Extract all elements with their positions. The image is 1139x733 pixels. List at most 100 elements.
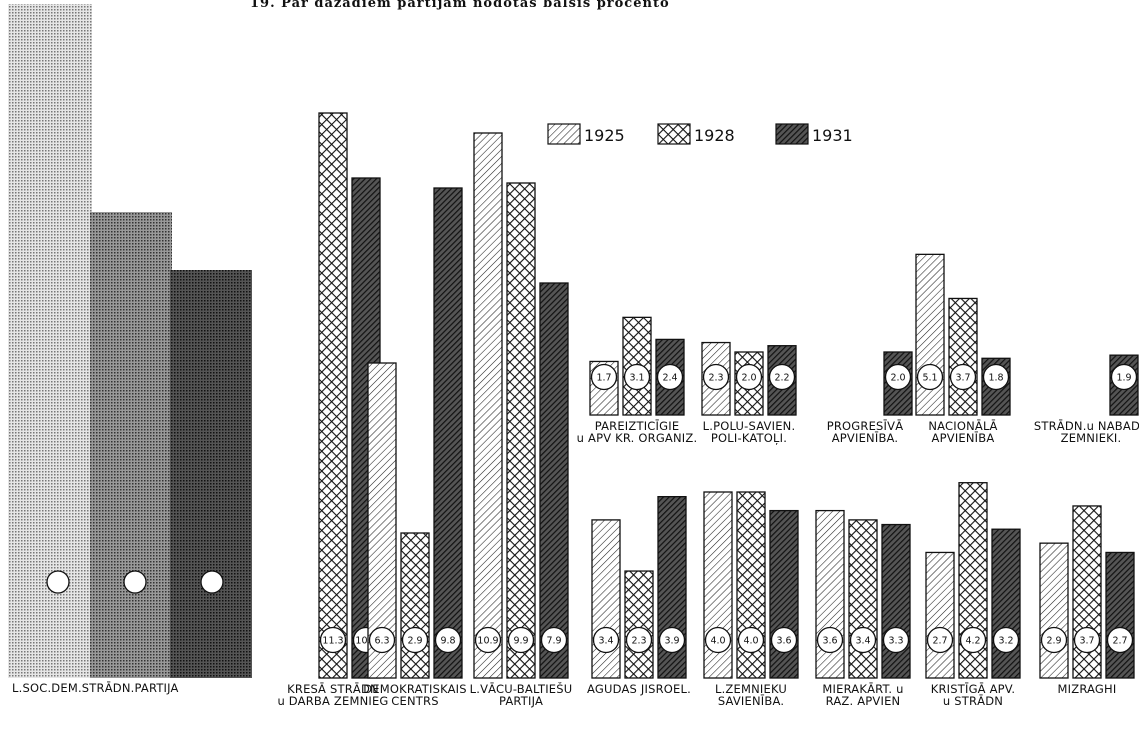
value-label-demokratiskais-centrs-1931: 9.8 [440, 636, 455, 647]
value-circle-mizraghi-1925 [1040, 626, 1068, 654]
bar-demokratiskais-centrs-1925 [367, 362, 397, 679]
value-circle-kristiga-1928 [959, 626, 987, 654]
bar-vacu-baltieju-1928 [506, 182, 536, 679]
value-label-nacionala-1928: 3.7 [955, 373, 970, 384]
value-label-poli-katoli-1925: 2.3 [708, 373, 723, 384]
partial-left-value-circle [46, 570, 70, 594]
category-label-nacionala: APVIENĪBA [932, 431, 995, 445]
value-label-kristiga-1928: 4.2 [965, 636, 980, 647]
value-circle-vacu-baltieju-1928 [507, 626, 535, 654]
bar-kresa-stradn-1928 [318, 112, 348, 679]
value-circle-mierakart-1931 [882, 626, 910, 654]
category-label-vacu-baltieju: PARTIJA [499, 694, 543, 708]
category-label-poli-katoli: POLI-KATOĻI. [711, 431, 787, 445]
value-label-nacionala-1931: 1.8 [988, 373, 1003, 384]
value-circle-demokratiskais-centrs-1931 [434, 626, 462, 654]
value-circle-poli-katoli-1928 [735, 363, 763, 391]
value-label-vacu-baltieju-1925: 10.9 [477, 636, 498, 647]
value-circle-aguda-1925 [592, 626, 620, 654]
category-label-demokratiskais-centrs: CENTRS [391, 694, 438, 708]
value-circle-zemnieku-savieniba-1931 [770, 626, 798, 654]
value-label-aguda-1928: 2.3 [631, 636, 646, 647]
category-label-progresiva: APVIENĪBA. [832, 431, 899, 445]
category-label-stradn-nabadz: ZEMNIEKI. [1061, 431, 1122, 445]
category-label-nacionala: NACIONĀLĀ [928, 419, 997, 433]
value-label-nacionala-1925: 5.1 [922, 373, 937, 384]
category-label-zemnieku-savieniba: SAVIENĪBA. [718, 694, 784, 708]
value-circle-mierakart-1925 [816, 626, 844, 654]
value-label-demokratiskais-centrs-1925: 6.3 [374, 636, 389, 647]
value-label-mizraghi-1925: 2.9 [1046, 636, 1061, 647]
partial-left-group: L.SOC.DEM.STRĀDN.PARTIJA [8, 4, 252, 695]
value-circle-mierakart-1928 [849, 626, 877, 654]
value-label-mierakart-1925: 3.6 [822, 636, 837, 647]
legend-label-1928: 1928 [694, 126, 735, 145]
value-circle-progresiva-1931 [884, 363, 912, 391]
value-circle-aguda-1928 [625, 626, 653, 654]
value-circle-poli-katoli-1925 [702, 363, 730, 391]
partial-left-bar-1931 [170, 270, 252, 678]
value-label-kresa-stradn-1931: 10.0 [355, 636, 376, 647]
category-label-demokratiskais-centrs: DEMOKRATISKAIS [363, 682, 467, 696]
bar-group-aguda: 3.4 2.3 3.9 AGUDAS JISROEL. [587, 495, 691, 696]
value-circle-pareiztic-1928 [623, 363, 651, 391]
category-label-kresa-stradn: u DARBA ZEMNIEG [277, 694, 388, 708]
value-label-aguda-1931: 3.9 [664, 636, 679, 647]
partial-left-bar-1925 [8, 4, 92, 678]
bar-mizraghi-1925 [1039, 542, 1069, 679]
value-circle-pareiztic-1925 [590, 363, 618, 391]
value-label-poli-katoli-1928: 2.0 [741, 373, 756, 384]
value-circle-nacionala-1931 [982, 363, 1010, 391]
category-label-kristiga: u STRĀDN [943, 694, 1003, 708]
value-circle-zemnieku-savieniba-1925 [704, 626, 732, 654]
bar-mierakart-1931 [881, 523, 911, 679]
partial-left-label: L.SOC.DEM.STRĀDN.PARTIJA [12, 681, 179, 695]
bar-group-poli-katoli: 2.3 2.0 2.2 L.POLU-SAVIEN.POLI-KATOĻI. [701, 341, 797, 445]
category-label-mierakart: RAZ. APVIEN [826, 694, 901, 708]
category-label-pareiztic: u APV KR. ORGANIZ. [577, 431, 698, 445]
value-label-pareiztic-1925: 1.7 [596, 373, 611, 384]
partial-left-value-circle [200, 570, 224, 594]
value-label-pareiztic-1928: 3.1 [629, 373, 644, 384]
bar-demokratiskais-centrs-1931 [433, 187, 463, 679]
bar-kristiga-1925 [925, 551, 955, 679]
category-label-pareiztic: PAREIZTICĪGIE [595, 419, 680, 433]
category-label-progresiva: PROGRESĪVĀ [827, 419, 904, 433]
value-label-vacu-baltieju-1931: 7.9 [546, 636, 561, 647]
bar-vacu-baltieju-1931 [539, 282, 569, 679]
value-circle-mizraghi-1931 [1106, 626, 1134, 654]
bar-group-mizraghi: 2.9 3.7 2.7 MIZRAGHI [1039, 505, 1135, 696]
value-label-kristiga-1931: 3.2 [998, 636, 1013, 647]
bar-demokratiskais-centrs-1928 [400, 532, 430, 679]
legend-swatch-1928 [657, 123, 691, 145]
value-label-mizraghi-1931: 2.7 [1112, 636, 1127, 647]
bar-nacionala-1925 [915, 253, 945, 416]
value-label-demokratiskais-centrs-1928: 2.9 [407, 636, 422, 647]
value-circle-kristiga-1925 [926, 626, 954, 654]
legend-label-1931: 1931 [812, 126, 853, 145]
page-title: 19. Par dažādiem partijām nodotās balsis… [250, 0, 670, 10]
value-label-mierakart-1931: 3.3 [888, 636, 903, 647]
value-circle-kristiga-1931 [992, 626, 1020, 654]
category-label-aguda: AGUDAS JISROEL. [587, 682, 691, 696]
value-circle-mizraghi-1928 [1073, 626, 1101, 654]
bar-vacu-baltieju-1925 [473, 132, 503, 679]
bar-group-kristiga: 2.7 4.2 3.2 KRISTĪGĀ APV.u STRĀDN [925, 482, 1021, 708]
category-label-kristiga: KRISTĪGĀ APV. [931, 682, 1016, 696]
value-circle-stradn-nabadz-1931 [1110, 363, 1138, 391]
value-label-stradn-nabadz-1931: 1.9 [1116, 373, 1131, 384]
value-label-zemnieku-savieniba-1925: 4.0 [710, 636, 725, 647]
bar-aguda-1925 [591, 519, 621, 679]
value-circle-poli-katoli-1931 [768, 363, 796, 391]
value-circle-pareiztic-1931 [656, 363, 684, 391]
value-circle-kresa-stradn-1928 [319, 626, 347, 654]
category-label-kresa-stradn: KRESĀ STRĀDN [287, 682, 379, 696]
